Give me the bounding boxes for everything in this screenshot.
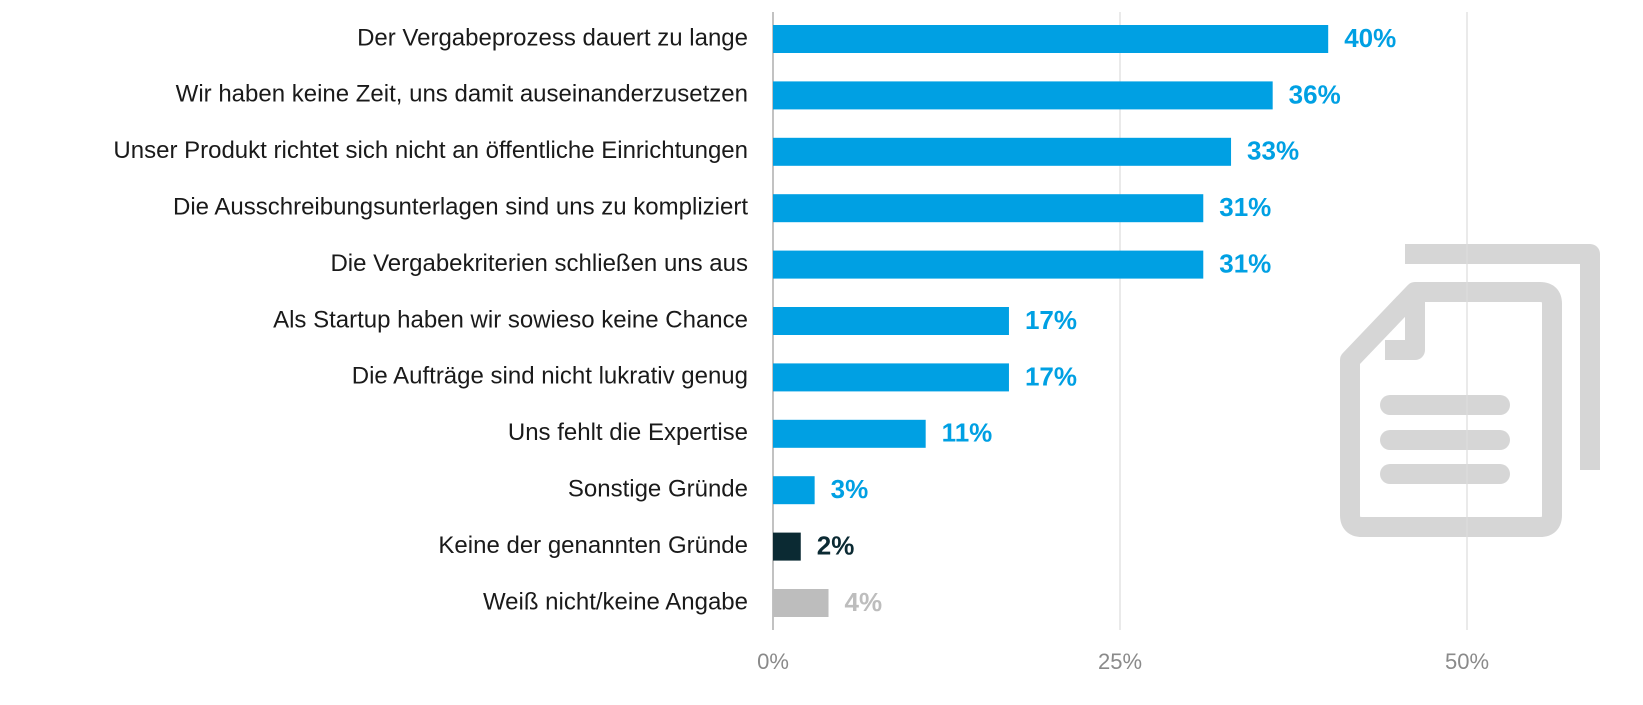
category-label: Weiß nicht/keine Angabe	[483, 588, 748, 615]
category-label: Sonstige Gründe	[568, 476, 748, 503]
bar	[773, 419, 926, 448]
bar	[773, 194, 1204, 223]
bar	[773, 25, 1329, 53]
value-label: 40%	[1344, 23, 1396, 53]
category-label: Die Aufträge sind nicht lukrativ genug	[352, 363, 748, 390]
document-icon	[1340, 244, 1600, 537]
bar	[773, 532, 801, 561]
value-label: 33%	[1247, 136, 1299, 166]
category-label: Uns fehlt die Expertise	[508, 419, 748, 446]
value-label: 17%	[1025, 361, 1077, 391]
value-label: 31%	[1219, 248, 1271, 278]
bar	[773, 307, 1009, 335]
category-label: Der Vergabeprozess dauert zu lange	[357, 24, 748, 51]
bar	[773, 589, 829, 617]
value-label: 36%	[1289, 79, 1341, 109]
category-label: Die Ausschreibungsunterlagen sind uns zu…	[173, 194, 748, 221]
value-label: 17%	[1025, 305, 1077, 335]
value-label: 3%	[831, 474, 869, 504]
bar	[773, 363, 1009, 392]
x-tick-label: 25%	[1098, 649, 1142, 674]
category-label: Wir haben keine Zeit, uns damit auseinan…	[176, 81, 748, 108]
bar	[773, 137, 1232, 166]
bar	[773, 250, 1204, 279]
x-tick-label: 0%	[757, 649, 789, 674]
category-label: Unser Produkt richtet sich nicht an öffe…	[113, 137, 748, 164]
value-label: 4%	[845, 587, 883, 617]
category-label: Die Vergabekriterien schließen uns aus	[330, 250, 748, 277]
value-label: 2%	[817, 530, 855, 560]
bar	[773, 476, 815, 505]
bar	[773, 81, 1273, 110]
category-label: Keine der genannten Gründe	[438, 532, 748, 559]
value-label: 11%	[942, 418, 993, 448]
value-label: 31%	[1219, 192, 1271, 222]
x-tick-label: 50%	[1445, 649, 1489, 674]
category-label: Als Startup haben wir sowieso keine Chan…	[273, 306, 748, 333]
